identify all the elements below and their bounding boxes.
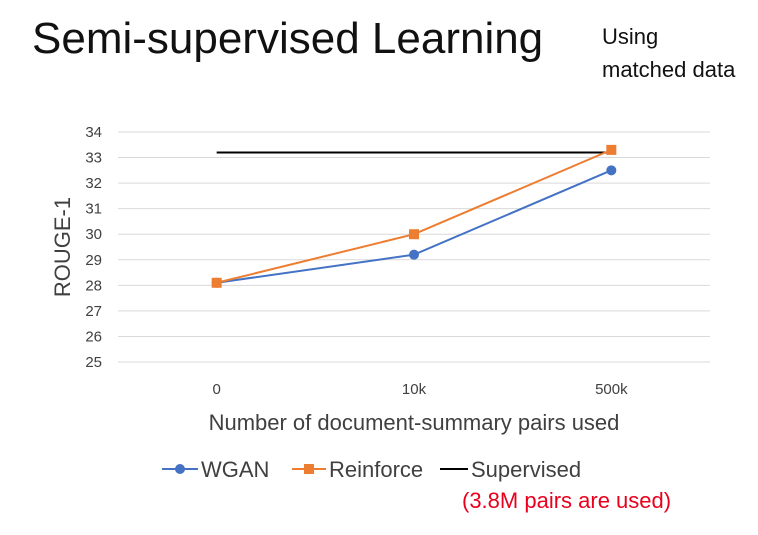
series-line-reinforce xyxy=(216,148,612,284)
y-tick-label-29: 29 xyxy=(85,252,102,269)
legend-label-supervised: Supervised xyxy=(471,457,581,482)
legend-marker-wgan xyxy=(175,464,185,474)
y-tick-label-31: 31 xyxy=(85,201,102,218)
side-note: Using matched data xyxy=(602,20,735,86)
point-reinforce-10k xyxy=(409,229,419,240)
point-reinforce-0 xyxy=(211,277,222,288)
series-line-wgan xyxy=(216,169,612,284)
legend-label-wgan: WGAN xyxy=(201,457,269,482)
y-tick-label-33: 33 xyxy=(85,150,102,167)
point-wgan-500k xyxy=(606,165,617,176)
x-tick-label-10k: 10k xyxy=(402,381,427,398)
point-reinforce-500k xyxy=(606,144,617,155)
supervised-pairs-note: (3.8M pairs are used) xyxy=(462,488,672,513)
y-tick-label-30: 30 xyxy=(85,226,102,243)
x-tick-label-500k: 500k xyxy=(595,381,628,398)
side-note-line-1: Using xyxy=(602,24,659,49)
point-wgan-10k xyxy=(409,249,419,260)
side-note-line-2: matched data xyxy=(602,57,736,82)
y-tick-label-32: 32 xyxy=(85,175,102,192)
x-tick-label-0: 0 xyxy=(212,381,220,398)
legend-label-reinforce: Reinforce xyxy=(329,457,423,482)
y-tick-label-26: 26 xyxy=(85,328,102,345)
slide-title: Semi-supervised Learning xyxy=(32,14,544,63)
y-axis-title: ROUGE-1 xyxy=(50,197,75,297)
y-tick-label-25: 25 xyxy=(85,354,102,371)
y-tick-label-34: 34 xyxy=(85,124,102,141)
y-tick-label-27: 27 xyxy=(85,303,102,320)
x-axis-title: Number of document-summary pairs used xyxy=(209,410,620,435)
y-tick-label-28: 28 xyxy=(85,277,102,294)
legend-marker-reinforce xyxy=(304,464,314,474)
